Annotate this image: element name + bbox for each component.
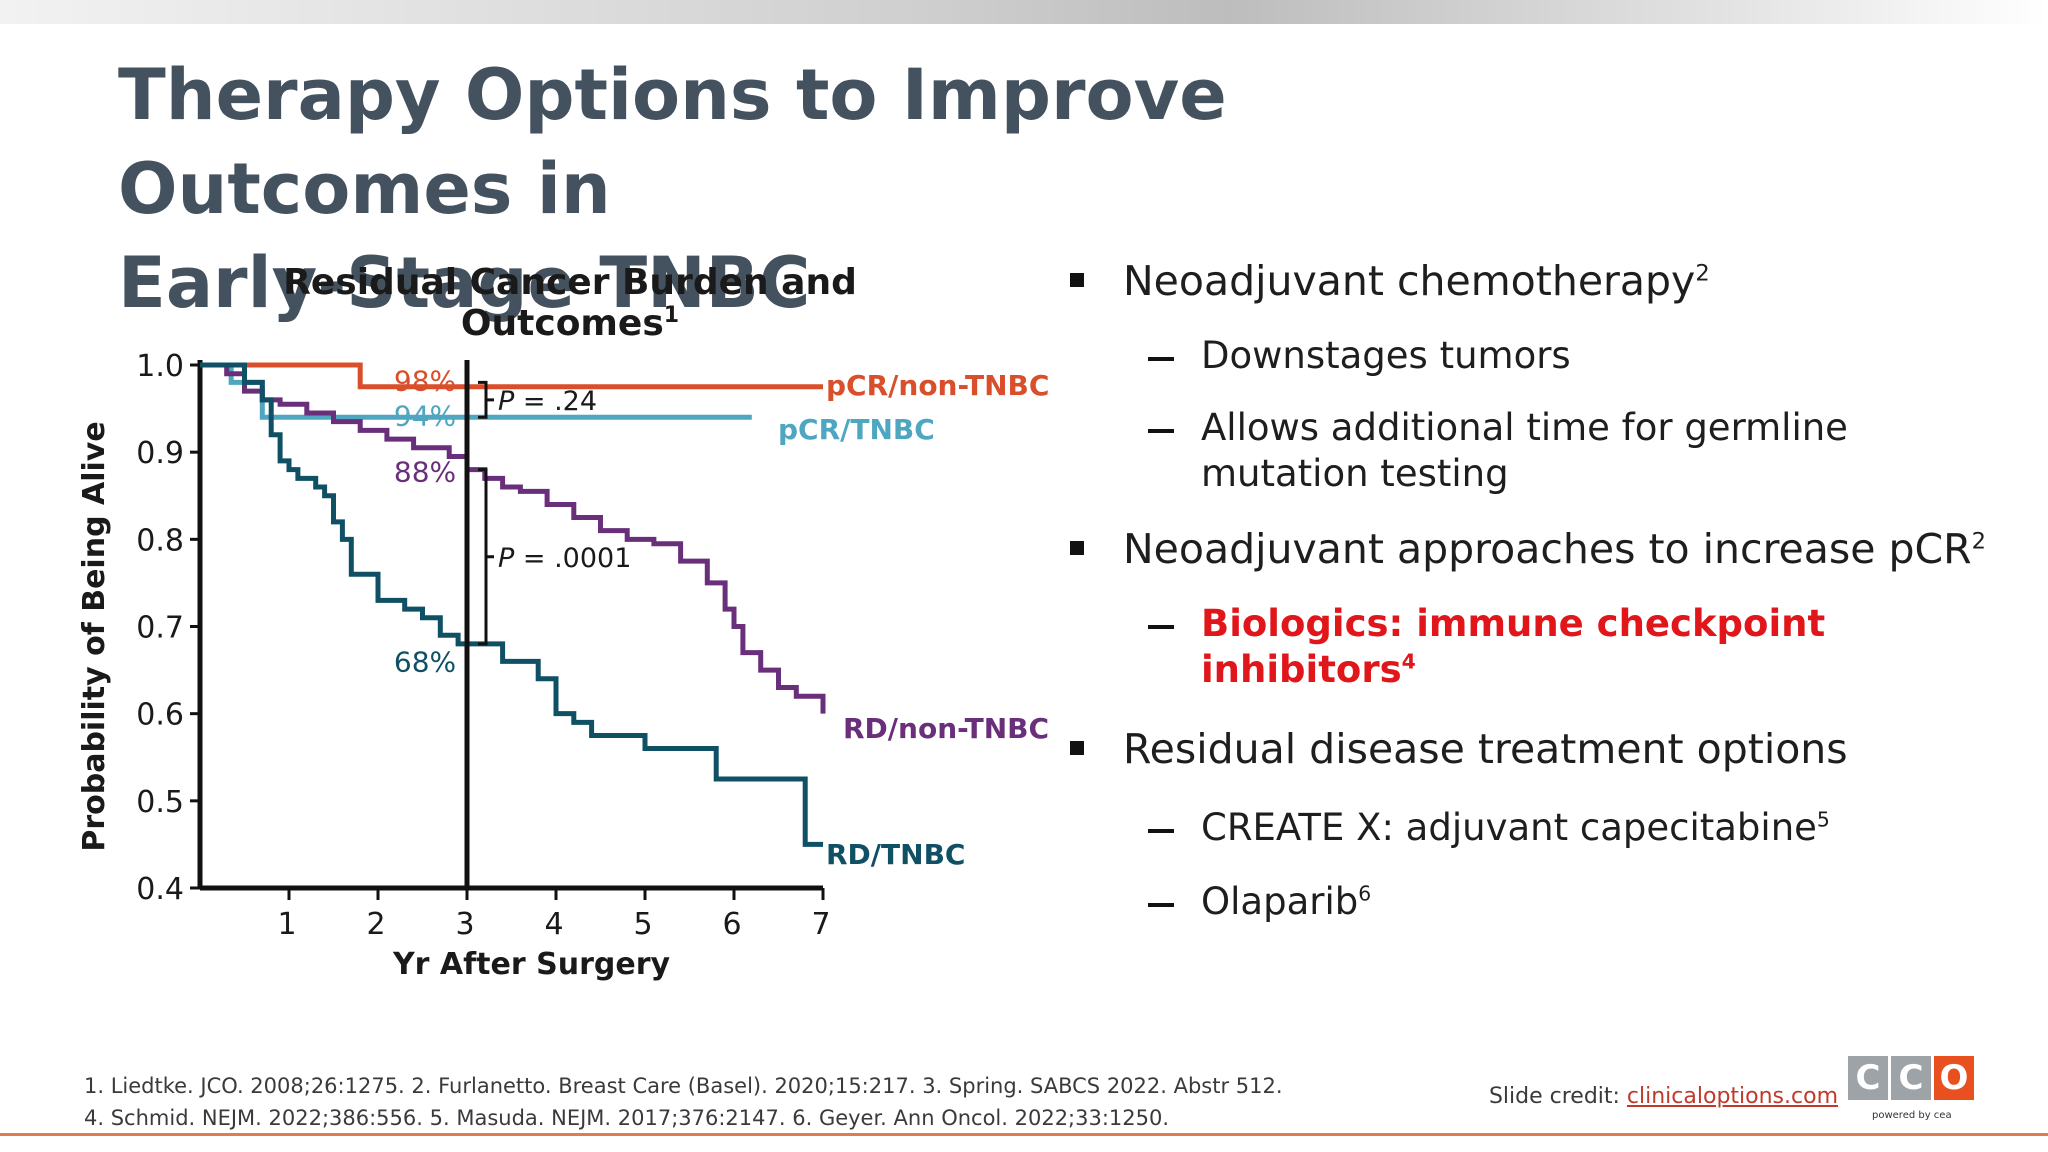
series-line-pcr-non-tnbc — [200, 362, 823, 390]
x-tick-label: 2 — [366, 907, 385, 942]
bullet-text: Olaparib — [1201, 880, 1359, 923]
x-tick-label: 1 — [277, 907, 296, 942]
bullet-list: Neoadjuvant chemotherapy2 Downstages tumo… — [1060, 255, 2000, 925]
survival-annotation: 98% — [394, 365, 456, 398]
references-line-2: 4. Schmid. NEJM. 2022;386:556. 5. Masuda… — [84, 1106, 1170, 1130]
x-tick-label: 4 — [544, 907, 563, 942]
bullet-item: Neoadjuvant chemotherapy2 — [1060, 255, 2000, 307]
series-label: pCR/TNBC — [778, 413, 935, 446]
sub-bullet-item: Olaparib6 — [1060, 879, 2000, 925]
bullet-ref: 4 — [1401, 649, 1416, 674]
survival-annotation: 68% — [394, 645, 456, 678]
bottom-rule — [0, 1133, 2048, 1136]
p-value-label: P = .24 — [498, 386, 597, 417]
bullet-text: Allows additional time for germline muta… — [1201, 406, 1848, 495]
series-line-pcr-tnbc — [200, 362, 752, 420]
y-axis-label: Probability of Being Alive — [77, 421, 112, 851]
bullet-text: CREATE X: adjuvant capecitabine — [1201, 806, 1817, 849]
bullet-ref: 6 — [1358, 881, 1372, 906]
bullet-item: Residual disease treatment options — [1060, 723, 2000, 775]
survival-annotation: 94% — [394, 400, 456, 433]
chart-title: Residual Cancer Burden and Outcomes1 — [180, 262, 960, 344]
survival-annotation: 88% — [394, 455, 456, 488]
y-tick-label: 0.7 — [136, 611, 184, 646]
chart-title-ref: 1 — [663, 303, 680, 328]
sub-bullet-item: Downstages tumors — [1060, 333, 2000, 379]
references: 1. Liedtke. JCO. 2008;26:1275. 2. Furlan… — [84, 1070, 1384, 1134]
bullet-text: Residual disease treatment options — [1123, 725, 1848, 773]
bullet-text: Biologics: immune checkpoint inhibitors — [1201, 602, 1826, 691]
series-line-rd-tnbc — [200, 362, 823, 847]
slide-title: Therapy Options to Improve Outcomes in E… — [118, 54, 1227, 324]
x-tick-label: 3 — [455, 907, 474, 942]
series-label: RD/non-TNBC — [843, 712, 1049, 745]
bullet-ref: 2 — [1971, 528, 1987, 555]
logo-letter-box: C — [1891, 1056, 1931, 1100]
slide-credit: Slide credit: clinicaloptions.com — [1489, 1084, 1838, 1109]
sub-bullet-item: CREATE X: adjuvant capecitabine5 — [1060, 805, 2000, 851]
x-tick-label: 6 — [722, 907, 741, 942]
logo-tagline: powered by cea — [1872, 1110, 1952, 1121]
logo-letter-box: O — [1934, 1056, 1974, 1100]
y-tick-label: 0.5 — [136, 785, 184, 820]
references-line-1: 1. Liedtke. JCO. 2008;26:1275. 2. Furlan… — [84, 1074, 1283, 1098]
p-value-bracket — [478, 468, 494, 646]
bullet-item: Neoadjuvant approaches to increase pCR2 — [1060, 523, 2000, 575]
x-tick-label: 5 — [633, 907, 652, 942]
series-line-rd-non-tnbc — [200, 362, 826, 714]
y-tick-label: 0.9 — [136, 436, 184, 471]
x-tick-label: 7 — [811, 907, 830, 942]
logo-letter-box: C — [1848, 1056, 1888, 1100]
bullet-text: Downstages tumors — [1201, 334, 1571, 377]
chart-title-text: Residual Cancer Burden and Outcomes — [283, 262, 857, 344]
bullet-ref: 2 — [1695, 260, 1710, 287]
bullet-text: Neoadjuvant chemotherapy — [1123, 257, 1696, 305]
sub-bullet-item: Allows additional time for germline muta… — [1060, 405, 2000, 497]
slide-credit-label: Slide credit: — [1488, 1084, 1627, 1109]
y-tick-label: 0.4 — [136, 872, 184, 907]
y-tick-label: 1.0 — [136, 349, 184, 384]
x-axis-label: Yr After Surgery — [392, 947, 671, 982]
series-label: RD/TNBC — [826, 838, 965, 871]
series-label: pCR/non-TNBC — [826, 369, 1049, 402]
bullet-ref: 5 — [1816, 807, 1830, 832]
clinicaloptions-link[interactable]: clinicaloptions.com — [1626, 1084, 1838, 1109]
top-gradient-bar — [0, 0, 2048, 24]
p-value-bracket — [478, 380, 494, 419]
y-tick-label: 0.8 — [136, 523, 184, 558]
y-tick-label: 0.6 — [136, 698, 184, 733]
sub-bullet-item: Biologics: immune checkpoint inhibitors4 — [1060, 601, 2000, 693]
bullet-text: Neoadjuvant approaches to increase pCR — [1123, 525, 1972, 573]
p-value-label: P = .0001 — [498, 543, 631, 574]
